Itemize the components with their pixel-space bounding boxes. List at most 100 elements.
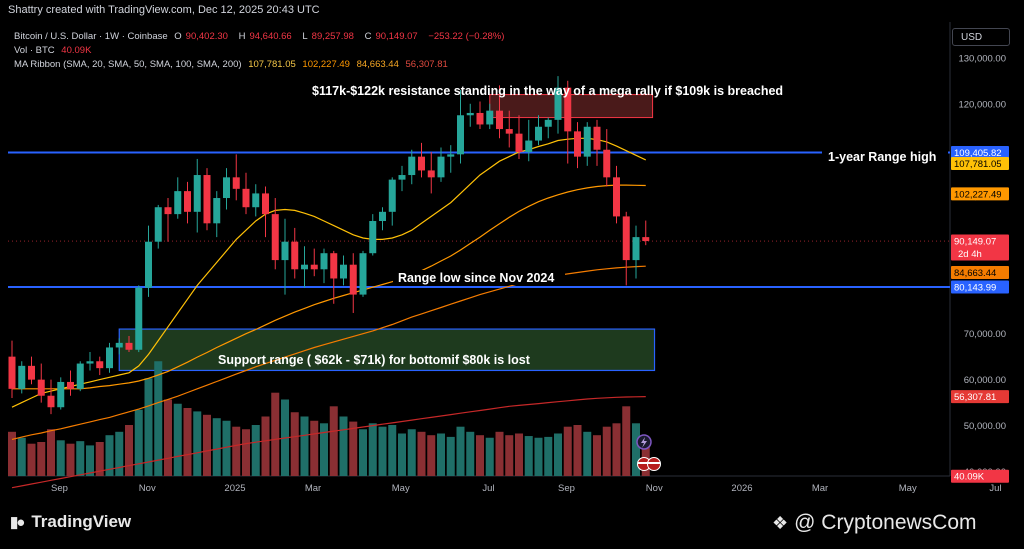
symbol-title: Bitcoin / U.S. Dollar · 1W · Coinbase [14, 31, 168, 42]
candle-body [203, 175, 211, 224]
volume-bar [544, 436, 553, 476]
candle-body [632, 237, 640, 261]
us-flag-stripe [638, 462, 660, 464]
volume-legend-row[interactable]: Vol · BTC 40.09K [14, 44, 508, 58]
candle-body [271, 214, 279, 261]
volume-bar [66, 443, 75, 476]
candle-body [154, 207, 162, 242]
x-tick-label: Mar [305, 483, 321, 494]
x-tick-label: May [899, 483, 917, 494]
candle-body [193, 175, 201, 212]
event-icons[interactable] [636, 434, 661, 471]
candle-body [564, 87, 572, 132]
publish-header: Shattry created with TradingView.com, De… [8, 4, 320, 16]
range-low-annotation-bg [393, 270, 565, 285]
volume-bar [378, 426, 387, 476]
x-tick-label: 2026 [731, 483, 752, 494]
candle-body [544, 119, 552, 127]
candle [583, 122, 591, 166]
candle [369, 214, 377, 256]
range-low-price-label: 80,143.99 [951, 280, 1009, 294]
us-flag-icon-2 [647, 457, 661, 471]
y-tick-label: 100,000.00 [958, 191, 1006, 202]
y-tick-label: 50,000.00 [964, 421, 1006, 432]
volume-bar [437, 433, 445, 476]
candle [271, 198, 279, 270]
volume-bar [417, 431, 426, 476]
candle [642, 220, 650, 246]
ma50-price-label-text: 102,227.49 [954, 189, 1002, 200]
volume-bar [290, 412, 299, 476]
volume-bar [427, 435, 436, 476]
candle [223, 168, 230, 210]
ma200-price-label: 56,307.81 [951, 390, 1009, 404]
candle-body [106, 347, 113, 369]
candle-body [583, 126, 591, 157]
candle-body [603, 149, 611, 178]
candle [174, 177, 182, 219]
volume-bar [622, 406, 631, 476]
y-tick-label: 120,000.00 [958, 99, 1006, 110]
candle [418, 142, 425, 178]
candle [544, 117, 552, 139]
candle [262, 186, 269, 238]
candle [505, 110, 513, 148]
volume-bar [125, 425, 133, 476]
volume-bar [242, 429, 250, 476]
candle [37, 363, 45, 403]
candle [564, 80, 572, 164]
ma-ribbon-legend-row[interactable]: MA Ribbon (SMA, 20, SMA, 50, SMA, 100, S… [14, 58, 508, 72]
volume-bar [281, 399, 289, 476]
candle [486, 103, 494, 130]
candle-body [223, 177, 230, 199]
high-label: H 94,640.66 [238, 31, 292, 42]
ma200-legend-value: 56,307.81 [405, 59, 448, 70]
us-flag-icon [637, 457, 651, 471]
candle [8, 340, 16, 399]
volume-bar [632, 423, 640, 476]
candle [281, 218, 289, 295]
volume-bar [593, 435, 601, 476]
x-tick-label: Mar [812, 483, 828, 494]
candle-body [340, 264, 347, 279]
candle-body [554, 87, 562, 120]
candle [466, 103, 474, 127]
candle-body [310, 264, 318, 270]
volume-bar [505, 435, 514, 476]
candle [535, 115, 542, 146]
candle-body [37, 379, 45, 396]
candle [554, 76, 562, 134]
x-tick-label: Jul [482, 483, 494, 494]
currency-button[interactable]: USD [952, 28, 1010, 46]
candle-body [408, 156, 416, 176]
candle-body [96, 361, 104, 369]
ma20-price-label-text: 107,781.05 [954, 159, 1002, 170]
range-low-price-label-bg [951, 280, 1009, 294]
candle [457, 89, 464, 164]
volume-bar [47, 429, 55, 476]
volume-bar [641, 442, 650, 476]
candle-body [86, 361, 94, 364]
volume-bar [388, 425, 397, 476]
candle [340, 255, 347, 286]
candle [67, 370, 74, 396]
candle [96, 356, 104, 376]
tradingview-logo[interactable]: ▮● TradingView [10, 512, 131, 532]
candle [359, 250, 367, 297]
ma200-price-label-text: 56,307.81 [954, 392, 996, 403]
x-tick-label: Nov [139, 483, 156, 494]
candle [57, 377, 65, 410]
candle-body [466, 112, 474, 116]
volume-label: Vol · BTC [14, 45, 55, 56]
volume-bar [456, 426, 465, 476]
candle [496, 85, 503, 139]
candle [330, 250, 338, 304]
candle [115, 338, 123, 355]
y-tick-label: 130,000.00 [958, 53, 1006, 64]
volume-bar [534, 437, 543, 476]
y-tick-label: 40,000.00 [964, 467, 1006, 478]
volume-bar [563, 426, 572, 476]
ma-ribbon-label: MA Ribbon (SMA, 20, SMA, 50, SMA, 100, S… [14, 59, 242, 70]
